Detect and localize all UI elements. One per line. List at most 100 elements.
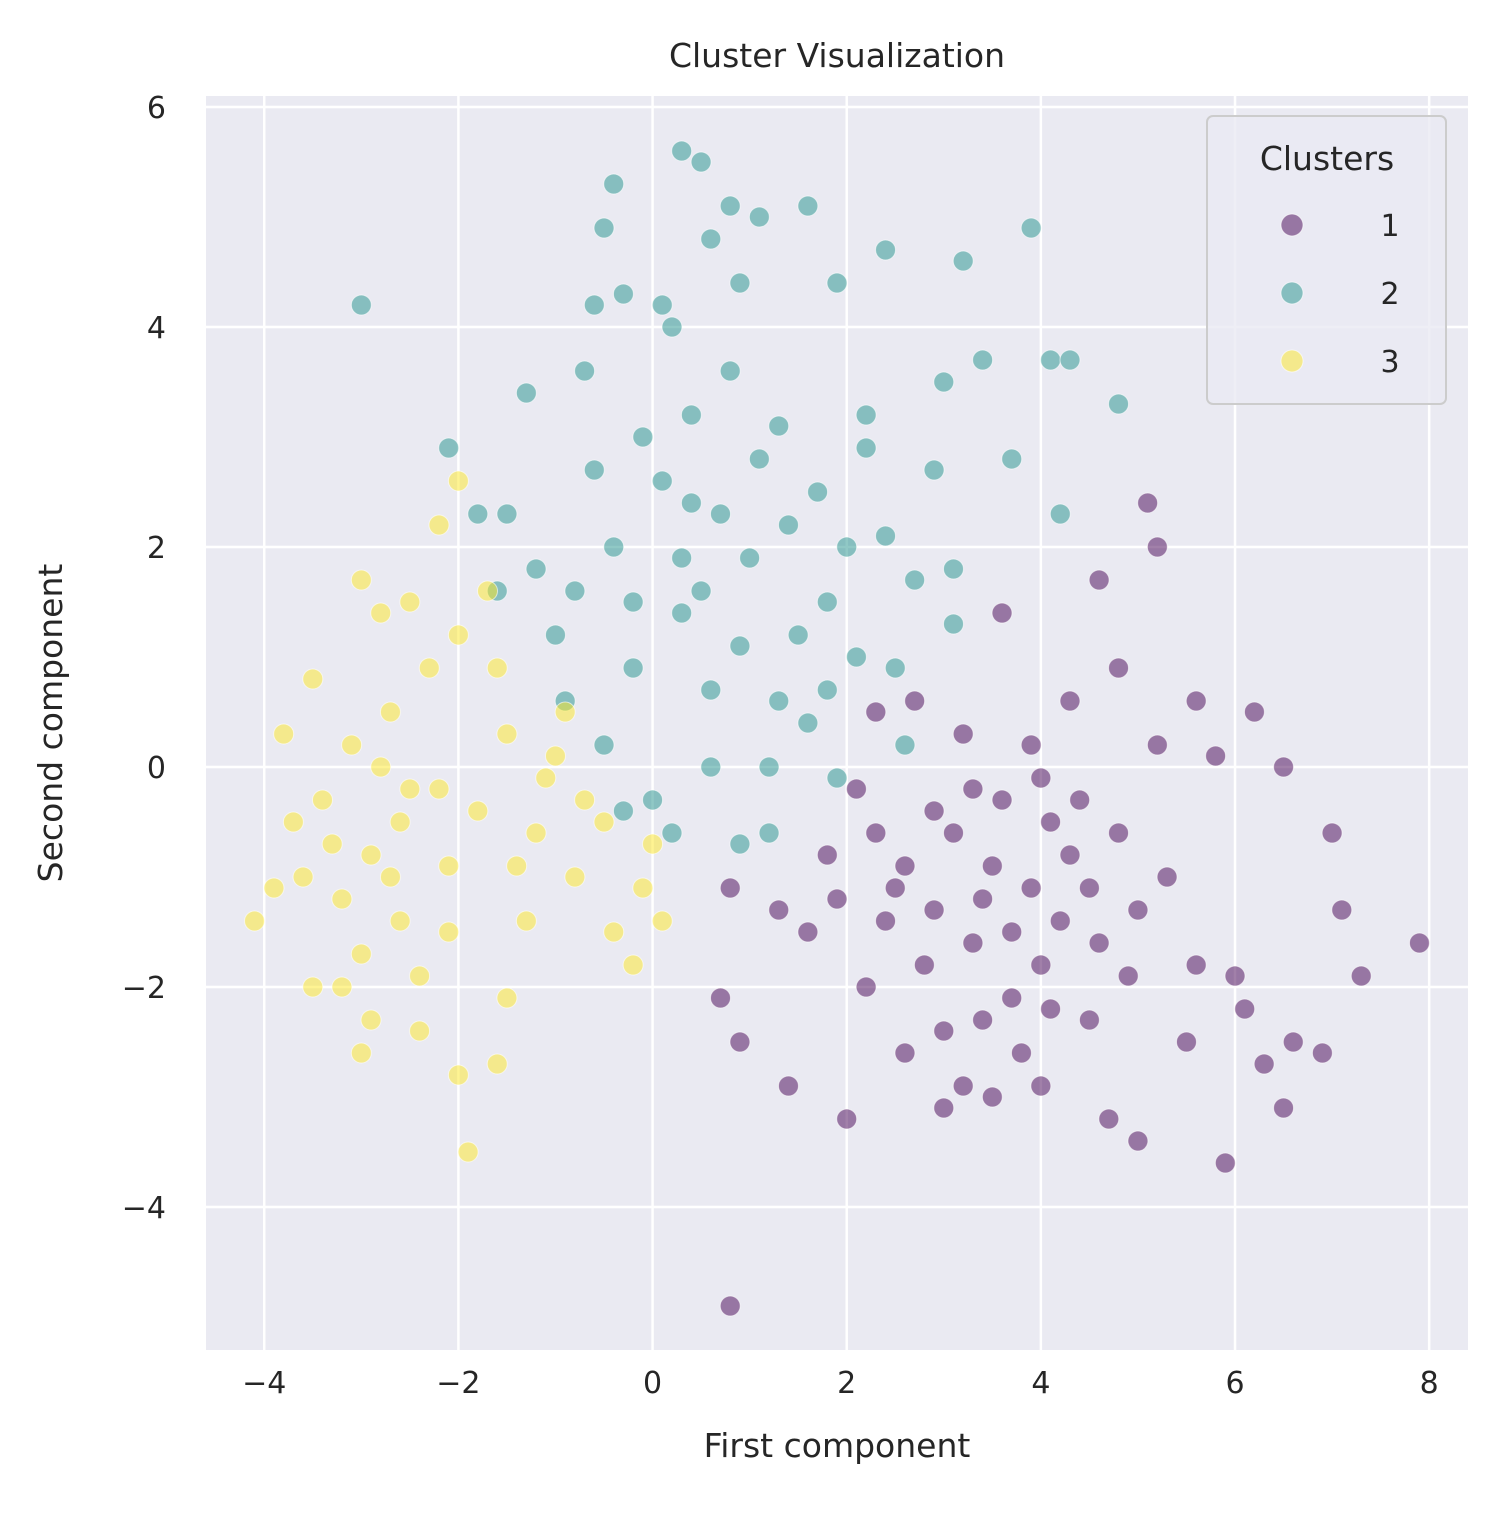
data-point: [341, 734, 363, 756]
data-point: [797, 195, 819, 217]
data-point: [583, 294, 605, 316]
data-point: [603, 921, 625, 943]
data-point: [1088, 932, 1110, 954]
data-point: [913, 954, 935, 976]
data-point: [719, 877, 741, 899]
data-point: [1243, 701, 1265, 723]
data-point: [428, 514, 450, 536]
data-point: [496, 723, 518, 745]
data-point: [710, 503, 732, 525]
data-point: [389, 811, 411, 833]
data-point: [1001, 921, 1023, 943]
legend-marker: [1280, 349, 1304, 373]
data-point: [379, 866, 401, 888]
data-point: [370, 602, 392, 624]
data-point: [845, 778, 867, 800]
data-point: [515, 910, 537, 932]
data-point: [816, 844, 838, 866]
data-point: [438, 855, 460, 877]
data-point: [758, 822, 780, 844]
data-point: [350, 943, 372, 965]
data-point: [632, 426, 654, 448]
data-point: [1331, 899, 1353, 921]
data-point: [865, 701, 887, 723]
data-point: [273, 723, 295, 745]
data-point: [923, 459, 945, 481]
data-point: [729, 635, 751, 657]
data-point: [612, 283, 634, 305]
data-point: [797, 921, 819, 943]
data-point: [700, 756, 722, 778]
y-tick-label: 4: [147, 311, 166, 346]
data-point: [564, 866, 586, 888]
data-point: [680, 404, 702, 426]
legend-title: Clusters: [1260, 139, 1394, 178]
data-point: [797, 712, 819, 734]
legend-label: 1: [1380, 209, 1399, 244]
data-point: [700, 679, 722, 701]
data-point: [1273, 756, 1295, 778]
data-point: [972, 1009, 994, 1031]
data-point: [991, 602, 1013, 624]
data-point: [1273, 1097, 1295, 1119]
data-point: [603, 536, 625, 558]
data-point: [447, 624, 469, 646]
data-point: [418, 657, 440, 679]
data-point: [544, 745, 566, 767]
x-tick-label: 4: [1031, 1366, 1050, 1401]
data-point: [875, 525, 897, 547]
series-3-points: [244, 470, 673, 1163]
data-point: [894, 1042, 916, 1064]
data-point: [1127, 899, 1149, 921]
data-point: [1098, 1108, 1120, 1130]
data-point: [826, 767, 848, 789]
legend-box: [1206, 115, 1447, 405]
data-point: [544, 624, 566, 646]
data-point: [1030, 1075, 1052, 1097]
data-point: [632, 877, 654, 899]
data-point: [855, 437, 877, 459]
data-point: [777, 1075, 799, 1097]
data-point: [671, 140, 693, 162]
data-point: [1350, 965, 1372, 987]
data-point: [1185, 954, 1207, 976]
data-point: [1146, 734, 1168, 756]
data-point: [816, 591, 838, 613]
data-point: [1069, 789, 1091, 811]
data-point: [1205, 745, 1227, 767]
data-point: [399, 591, 421, 613]
data-point: [525, 558, 547, 580]
data-point: [1020, 877, 1042, 899]
legend: Clusters 1 2 3: [1206, 115, 1447, 405]
data-point: [244, 910, 266, 932]
data-point: [1185, 690, 1207, 712]
data-point: [331, 976, 353, 998]
data-point: [467, 503, 489, 525]
legend-label: 3: [1380, 345, 1399, 380]
data-point: [1108, 393, 1130, 415]
data-point: [438, 437, 460, 459]
data-point: [535, 767, 557, 789]
data-point: [836, 536, 858, 558]
data-point: [768, 415, 790, 437]
data-point: [826, 272, 848, 294]
data-point: [409, 965, 431, 987]
data-point: [496, 987, 518, 1009]
data-point: [1059, 690, 1081, 712]
data-point: [467, 800, 489, 822]
data-point: [671, 547, 693, 569]
data-point: [894, 734, 916, 756]
data-point: [603, 173, 625, 195]
data-point: [554, 701, 576, 723]
data-point: [981, 855, 1003, 877]
data-point: [564, 580, 586, 602]
data-point: [671, 602, 693, 624]
data-point: [651, 470, 673, 492]
data-point: [651, 910, 673, 932]
y-tick-label: 0: [147, 751, 166, 786]
data-point: [855, 404, 877, 426]
data-point: [389, 910, 411, 932]
data-point: [642, 833, 664, 855]
data-point: [1059, 844, 1081, 866]
data-point: [292, 866, 314, 888]
